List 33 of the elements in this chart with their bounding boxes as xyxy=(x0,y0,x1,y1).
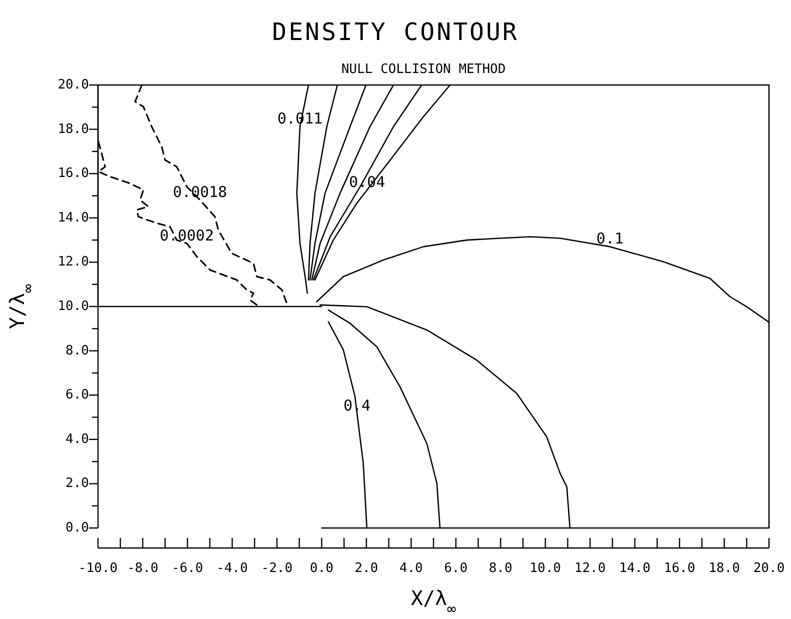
y-tick-label: 6.0 xyxy=(66,388,89,403)
annotation: 0.0002 xyxy=(160,226,214,244)
chart-title: DENSITY CONTOUR xyxy=(272,18,519,46)
x-tick-label: -2.0 xyxy=(261,561,293,576)
x-tick-label: 16.0 xyxy=(664,561,696,576)
y-tick-label: 2.0 xyxy=(66,476,89,492)
y-tick-label: 8.0 xyxy=(66,343,89,358)
x-tick-label: 20.0 xyxy=(753,561,785,576)
x-axis-title: X/λ$_{∞}$ xyxy=(410,586,456,618)
x-tick-label: 10.0 xyxy=(530,561,561,576)
y-tick-label: 16.0 xyxy=(58,166,89,182)
y-tick-label: 18.0 xyxy=(58,122,89,137)
x-tick-label: 8.0 xyxy=(488,561,512,576)
y-tick-label: 12.0 xyxy=(58,254,89,270)
y-tick-label: 14.0 xyxy=(58,210,89,226)
x-tick-label: 2.0 xyxy=(354,561,378,576)
y-tick-label: 0.0 xyxy=(66,520,89,536)
x-tick-label: 18.0 xyxy=(708,561,740,576)
x-tick-label: -8.0 xyxy=(127,561,158,576)
x-tick-label: 0.0 xyxy=(310,561,334,576)
y-tick-label: 4.0 xyxy=(66,432,89,447)
x-tick-label: 6.0 xyxy=(444,561,468,576)
annotation: 0.0018 xyxy=(172,182,228,201)
y-tick-label: 20.0 xyxy=(58,78,89,93)
y-tick-label: 10.0 xyxy=(58,299,89,314)
x-tick-label: -6.0 xyxy=(172,561,204,576)
x-tick-label: -4.0 xyxy=(216,561,248,576)
x-tick-label: 12.0 xyxy=(574,561,606,576)
x-tick-label: 14.0 xyxy=(619,561,650,576)
x-tick-label: 4.0 xyxy=(399,561,423,576)
chart-subtitle: NULL COLLISION METHOD xyxy=(341,62,506,77)
annotation: 0.1 xyxy=(596,230,624,248)
x-tick-label: -10.0 xyxy=(78,561,118,576)
